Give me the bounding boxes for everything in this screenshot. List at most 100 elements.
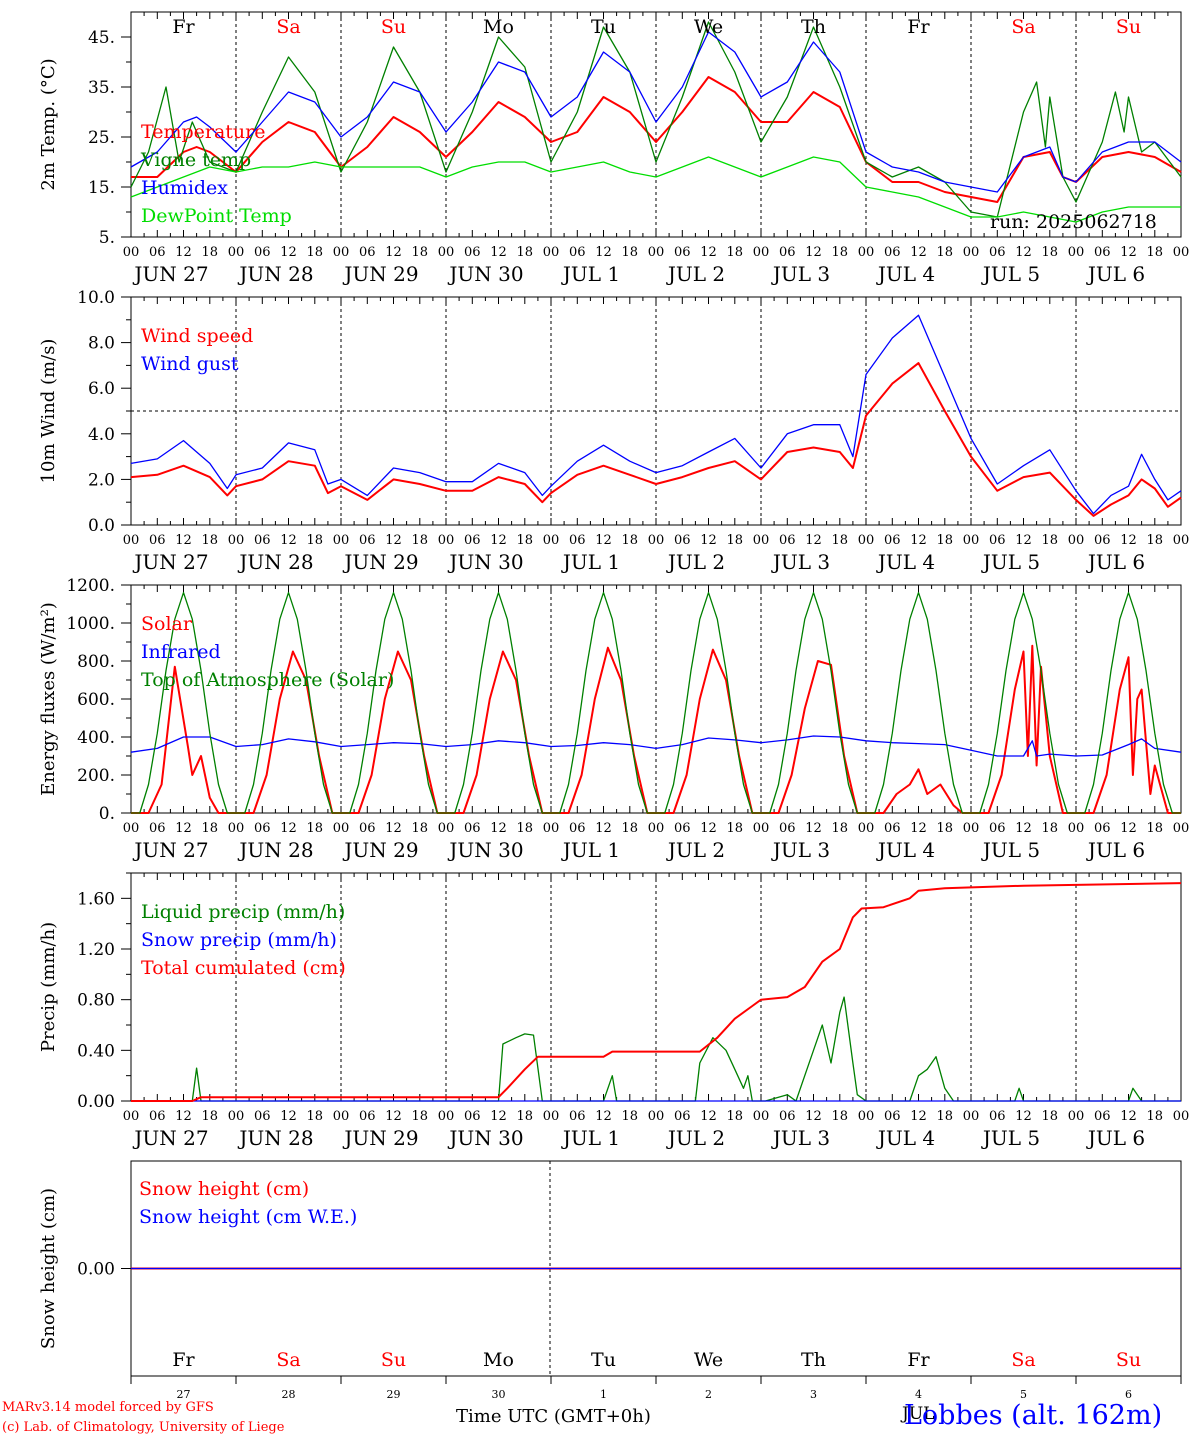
- x-hour-label: 12: [1120, 245, 1137, 260]
- x-date-label: JUL 4: [876, 262, 935, 286]
- x-date-label: JUN 29: [342, 550, 418, 574]
- x-hour-label: 06: [359, 1109, 376, 1124]
- y-tick-label: 0.: [99, 804, 115, 824]
- y-tick-label: 45.: [88, 28, 115, 48]
- y-tick-label: 0.00: [77, 1260, 115, 1280]
- x-hour-label: 12: [385, 821, 402, 836]
- x-hour-label: 12: [490, 533, 507, 548]
- x-hour-label: 00: [858, 245, 875, 260]
- x-day-number: 27: [177, 1388, 191, 1401]
- y-axis-title: 10m Wind (m/s): [38, 339, 59, 484]
- x-hour-label: 18: [411, 821, 428, 836]
- x-hour-label: 12: [805, 1109, 822, 1124]
- panel-precip: 0.00 0.40 0.80 1.20 1.60 Precip (mm/h) Liquid …: [38, 872, 1189, 1150]
- x-hour-label: 18: [1041, 245, 1058, 260]
- run-label: run: 2025062718: [990, 211, 1157, 233]
- x-date-label: JUN 27: [132, 262, 208, 286]
- x-hour-label: 18: [1146, 821, 1163, 836]
- x-hour-label: 12: [280, 821, 297, 836]
- x-date-label: JUN 27: [132, 1126, 208, 1150]
- x-date-label: JUN 29: [342, 262, 418, 286]
- x-hour-label: 00: [333, 821, 350, 836]
- x-hour-label: 06: [1094, 1109, 1111, 1124]
- x-hour-label: 12: [280, 533, 297, 548]
- x-hour-label: 18: [621, 245, 638, 260]
- x-hour-label: 12: [595, 1109, 612, 1124]
- x-hour-label: 18: [831, 1109, 848, 1124]
- legend-entry: Temperature: [141, 121, 265, 143]
- x-hour-label: 18: [516, 1109, 533, 1124]
- x-hour-label: 12: [700, 821, 717, 836]
- y-tick-label: 0.0: [88, 516, 115, 536]
- x-hour-label: 06: [569, 1109, 586, 1124]
- x-hour-label: 18: [726, 821, 743, 836]
- x-date-label: JUL 1: [561, 262, 620, 286]
- x-hour-label: 06: [464, 1109, 481, 1124]
- x-hour-label: 06: [989, 821, 1006, 836]
- x-hour-label: 18: [1146, 1109, 1163, 1124]
- x-day-number: 6: [1125, 1388, 1132, 1401]
- x-hour-label: 12: [910, 533, 927, 548]
- x-date-label: JUL 1: [561, 838, 620, 862]
- legend-entry: Snow height (cm W.E.): [139, 1206, 357, 1228]
- x-hour-label: 18: [1146, 533, 1163, 548]
- y-tick-label: 35.: [88, 78, 115, 98]
- y-tick-label: 1.60: [77, 889, 115, 909]
- x-date-label: JUN 30: [447, 838, 523, 862]
- x-hour-label: 00: [963, 533, 980, 548]
- legend-entry: Total cumulated (cm): [141, 957, 346, 979]
- x-date-label: JUN 30: [447, 262, 523, 286]
- x-hour-label: 18: [831, 533, 848, 548]
- x-hour-label: 06: [569, 533, 586, 548]
- x-hour-label: 12: [805, 821, 822, 836]
- x-hour-label: 18: [516, 533, 533, 548]
- x-hour-label: 00: [1068, 1109, 1085, 1124]
- x-hour-label: 00: [648, 245, 665, 260]
- day-of-week-label: We: [694, 1349, 723, 1371]
- x-hour-label: 12: [595, 533, 612, 548]
- x-hour-label: 06: [149, 533, 166, 548]
- x-hour-label: 06: [149, 1109, 166, 1124]
- x-hour-label: 00: [543, 245, 560, 260]
- x-axis-title: Time UTC (GMT+0h): [456, 1406, 651, 1427]
- legend-entry: Top of Atmosphere (Solar): [141, 669, 394, 691]
- y-tick-label: 8.0: [88, 334, 115, 354]
- x-minor-ticks: [130, 297, 1182, 525]
- x-hour-label: 06: [779, 533, 796, 548]
- x-hour-label: 00: [228, 533, 245, 548]
- x-hour-label: 06: [569, 245, 586, 260]
- plot-frame: [130, 11, 1182, 238]
- x-hour-label: 18: [936, 1109, 953, 1124]
- series-wind-1: [130, 314, 1182, 515]
- legend-entry: Solar: [141, 613, 193, 635]
- x-hour-label: 00: [753, 821, 770, 836]
- x-date-label: JUL 6: [1086, 262, 1145, 286]
- x-hour-label: 12: [385, 245, 402, 260]
- x-hour-label: 12: [595, 821, 612, 836]
- x-hour-label: 18: [936, 245, 953, 260]
- y-tick-label: 400.: [77, 728, 115, 748]
- x-hour-label: 06: [989, 1109, 1006, 1124]
- x-hour-label: 06: [674, 533, 691, 548]
- day-of-week-label: Sa: [1011, 1349, 1035, 1371]
- x-hour-label: 06: [884, 533, 901, 548]
- day-of-week-label: Su: [1116, 16, 1141, 38]
- y-axis-title: Energy fluxes (W/m²): [38, 602, 59, 796]
- x-hour-label: 12: [910, 245, 927, 260]
- x-hour-label: 12: [1015, 821, 1032, 836]
- day-of-week-label: Th: [801, 1349, 826, 1371]
- x-date-label: JUL 5: [981, 262, 1040, 286]
- day-of-week-label: Mo: [483, 1349, 514, 1371]
- legend-entry: Wind speed: [141, 325, 253, 347]
- x-hour-label: 00: [753, 245, 770, 260]
- x-hour-label: 06: [254, 821, 271, 836]
- x-date-label: JUL 5: [981, 838, 1040, 862]
- x-hour-label: 12: [385, 533, 402, 548]
- x-date-label: JUN 27: [132, 550, 208, 574]
- x-hour-label: 06: [149, 821, 166, 836]
- x-hour-label: 12: [280, 245, 297, 260]
- x-hour-label: 00: [753, 533, 770, 548]
- x-hour-label: 18: [516, 245, 533, 260]
- x-hour-label: 00: [438, 245, 455, 260]
